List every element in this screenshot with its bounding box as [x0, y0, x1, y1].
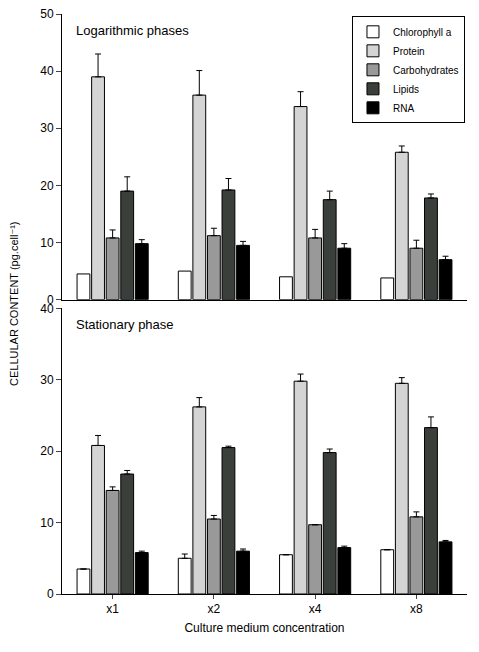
svg-text:RNA: RNA	[393, 103, 414, 114]
svg-text:20: 20	[40, 179, 54, 193]
svg-text:x4: x4	[309, 602, 322, 616]
svg-text:40: 40	[40, 302, 54, 316]
svg-text:Carbohydrates: Carbohydrates	[393, 65, 459, 76]
svg-text:Chlorophyll a: Chlorophyll a	[393, 27, 452, 38]
svg-text:0: 0	[47, 293, 54, 307]
svg-text:x1: x1	[106, 602, 119, 616]
svg-text:10: 10	[40, 236, 54, 250]
svg-text:Protein: Protein	[393, 46, 425, 57]
svg-text:Stationary phase: Stationary phase	[76, 317, 174, 332]
svg-text:50: 50	[40, 7, 54, 21]
svg-text:Lipids: Lipids	[393, 84, 419, 95]
svg-text:30: 30	[40, 121, 54, 135]
svg-text:CELLULAR CONTENT (pg.cell⁻¹): CELLULAR CONTENT (pg.cell⁻¹)	[8, 221, 20, 386]
svg-text:0: 0	[47, 587, 54, 601]
svg-text:Logarithmic phases: Logarithmic phases	[76, 23, 189, 38]
svg-text:20: 20	[40, 444, 54, 458]
svg-text:Culture medium concentration: Culture medium concentration	[184, 621, 344, 635]
svg-text:10: 10	[40, 516, 54, 530]
svg-text:x8: x8	[410, 602, 423, 616]
svg-text:x2: x2	[208, 602, 221, 616]
svg-text:30: 30	[40, 373, 54, 387]
svg-text:40: 40	[40, 64, 54, 78]
